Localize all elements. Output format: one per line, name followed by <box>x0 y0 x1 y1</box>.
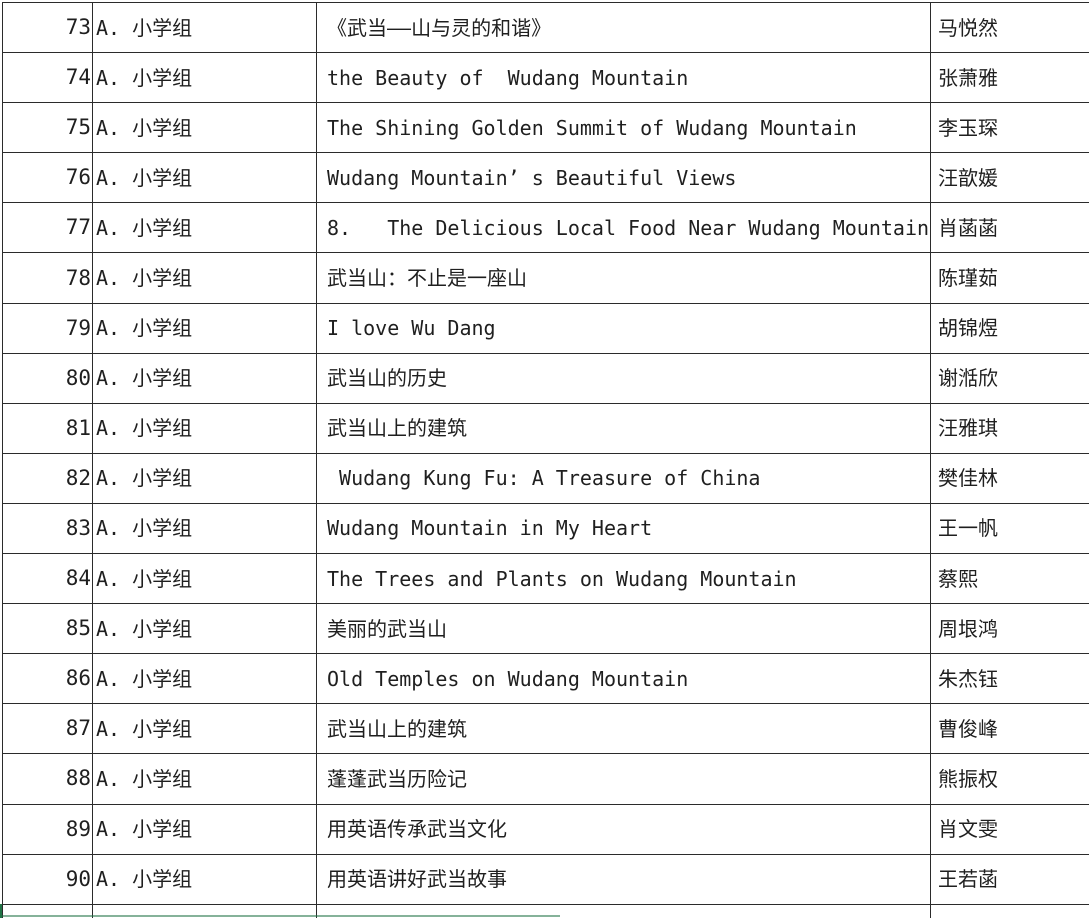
title-cell[interactable]: 武当山的历史 <box>316 353 930 404</box>
group-cell[interactable]: A. 小学组 <box>92 754 316 805</box>
title-cell[interactable]: 8. The Delicious Local Food Near Wudang … <box>316 203 930 254</box>
table-row: 81 A. 小学组 武当山上的建筑 汪雅琪 <box>2 403 1089 454</box>
group-cell[interactable]: A. 小学组 <box>92 353 316 404</box>
entry-number-cell[interactable]: 79 <box>2 303 92 354</box>
entry-number-cell[interactable]: 81 <box>2 403 92 454</box>
group-cell[interactable]: A. 小学组 <box>92 303 316 354</box>
entry-number-cell[interactable]: 80 <box>2 353 92 404</box>
table-row: 79 A. 小学组 I love Wu Dang 胡锦煜 <box>2 303 1089 354</box>
title-cell[interactable]: The Shining Golden Summit of Wudang Moun… <box>316 103 930 154</box>
author-cell[interactable]: 肖文雯 <box>930 804 1089 855</box>
entry-number-cell[interactable]: 78 <box>2 253 92 304</box>
entry-number-cell[interactable]: 77 <box>2 203 92 254</box>
entry-number-cell[interactable]: 88 <box>2 754 92 805</box>
title-cell[interactable]: 武当山上的建筑 <box>316 704 930 755</box>
author-cell[interactable]: 蔡熙 <box>930 554 1089 605</box>
group-cell[interactable]: A. 小学组 <box>92 503 316 555</box>
group-cell[interactable]: A. 小学组 <box>92 554 316 605</box>
author-cell[interactable]: 陈瑾茹 <box>930 253 1089 304</box>
table-row: 87 A. 小学组 武当山上的建筑 曹俊峰 <box>2 704 1089 755</box>
table-row: 88 A. 小学组 蓬蓬武当历险记 熊振权 <box>2 754 1089 805</box>
table-row: 75 A. 小学组 The Shining Golden Summit of Wud… <box>2 103 1089 154</box>
group-cell[interactable]: A. 小学组 <box>92 604 316 655</box>
table-row: 89 A. 小学组 用英语传承武当文化 肖文雯 <box>2 804 1089 855</box>
entry-number-cell[interactable]: 85 <box>2 604 92 655</box>
group-cell[interactable]: A. 小学组 <box>92 103 316 154</box>
author-cell[interactable]: 汪雅琪 <box>930 403 1089 454</box>
entry-number-cell[interactable]: 75 <box>2 103 92 154</box>
entry-number-cell[interactable]: 87 <box>2 704 92 755</box>
title-cell[interactable]: Old Temples on Wudang Mountain <box>316 654 930 705</box>
table-row: 74 A. 小学组 the Beauty of Wudang Mountain 张萧雅 <box>2 53 1089 104</box>
author-cell[interactable]: 李玉琛 <box>930 103 1089 154</box>
group-cell[interactable] <box>92 904 316 918</box>
entry-number-cell[interactable]: 83 <box>2 503 92 555</box>
title-cell[interactable]: I love Wu Dang <box>316 303 930 354</box>
table-row: 78 A. 小学组 武当山：不止是一座山 陈瑾茹 <box>2 253 1089 304</box>
title-cell[interactable]: The Trees and Plants on Wudang Mountain <box>316 554 930 605</box>
table-row: 86 A. 小学组 Old Temples on Wudang Mountain 朱杰… <box>2 654 1089 705</box>
title-cell[interactable]: Wudang Mountain in My Heart <box>316 503 930 555</box>
author-cell[interactable]: 王若菡 <box>930 854 1089 905</box>
title-cell[interactable]: 《武当——山与灵的和谐》 <box>316 3 930 54</box>
author-cell[interactable]: 周垠鸿 <box>930 604 1089 655</box>
group-cell[interactable]: A. 小学组 <box>92 253 316 304</box>
title-cell[interactable]: 用英语传承武当文化 <box>316 804 930 855</box>
author-cell[interactable]: 肖菡菡 <box>930 203 1089 254</box>
table-row: 85 A. 小学组 美丽的武当山 周垠鸿 <box>2 604 1089 655</box>
author-cell[interactable]: 王一帆 <box>930 503 1089 555</box>
author-cell[interactable]: 朱杰钰 <box>930 654 1089 705</box>
entry-number-cell[interactable]: 73 <box>2 3 92 54</box>
title-cell[interactable] <box>316 904 930 918</box>
group-cell[interactable]: A. 小学组 <box>92 3 316 54</box>
entry-number-cell[interactable]: 84 <box>2 554 92 605</box>
title-cell[interactable]: 用英语讲好武当故事 <box>316 854 930 905</box>
table-row: 90 A. 小学组 用英语讲好武当故事 王若菡 <box>2 854 1089 905</box>
table-row: 82 A. 小学组 Wudang Kung Fu: A Treasure of C… <box>2 453 1089 504</box>
author-cell[interactable]: 樊佳林 <box>930 453 1089 504</box>
group-cell[interactable]: A. 小学组 <box>92 804 316 855</box>
entry-number-cell[interactable]: 74 <box>2 53 92 104</box>
table-row: 83 A. 小学组 Wudang Mountain in My Heart 王一帆 <box>2 503 1089 555</box>
author-cell[interactable]: 马悦然 <box>930 3 1089 54</box>
author-cell[interactable] <box>930 904 1089 918</box>
author-cell[interactable]: 胡锦煜 <box>930 303 1089 354</box>
group-cell[interactable]: A. 小学组 <box>92 203 316 254</box>
author-cell[interactable]: 曹俊峰 <box>930 704 1089 755</box>
table-row: 84 A. 小学组 The Trees and Plants on Wudang M… <box>2 554 1089 605</box>
entry-number-cell[interactable]: 89 <box>2 804 92 855</box>
title-cell[interactable]: 武当山：不止是一座山 <box>316 253 930 304</box>
group-cell[interactable]: A. 小学组 <box>92 403 316 454</box>
group-cell[interactable]: A. 小学组 <box>92 453 316 504</box>
table-row: 73 A. 小学组 《武当——山与灵的和谐》 马悦然 <box>2 3 1089 54</box>
partial-table-row <box>2 904 1089 918</box>
author-cell[interactable]: 熊振权 <box>930 754 1089 805</box>
title-cell[interactable]: 美丽的武当山 <box>316 604 930 655</box>
title-cell[interactable]: Wudang Kung Fu: A Treasure of China <box>316 453 930 504</box>
entry-number-cell[interactable]: 76 <box>2 153 92 204</box>
entry-number-cell[interactable]: 90 <box>2 854 92 905</box>
author-cell[interactable]: 汪歆媛 <box>930 153 1089 204</box>
group-cell[interactable]: A. 小学组 <box>92 854 316 905</box>
group-cell[interactable]: A. 小学组 <box>92 654 316 705</box>
table-row: 76 A. 小学组 Wudang Mountain’ s Beautiful Vie… <box>2 153 1089 204</box>
author-cell[interactable]: 谢湉欣 <box>930 353 1089 404</box>
entry-number-cell[interactable]: 82 <box>2 453 92 504</box>
page-break-green-line-bottom <box>0 915 560 917</box>
author-cell[interactable]: 张萧雅 <box>930 53 1089 104</box>
title-cell[interactable]: 武当山上的建筑 <box>316 403 930 454</box>
group-cell[interactable]: A. 小学组 <box>92 704 316 755</box>
title-cell[interactable]: Wudang Mountain’ s Beautiful Views <box>316 153 930 204</box>
entry-number-cell[interactable]: 86 <box>2 654 92 705</box>
group-cell[interactable]: A. 小学组 <box>92 153 316 204</box>
title-cell[interactable]: the Beauty of Wudang Mountain <box>316 53 930 104</box>
table-row: 77 A. 小学组 8. The Delicious Local Food Near… <box>2 203 1089 254</box>
title-cell[interactable]: 蓬蓬武当历险记 <box>316 754 930 805</box>
group-cell[interactable]: A. 小学组 <box>92 53 316 104</box>
page-break-green-line-left <box>0 904 2 918</box>
table-row: 80 A. 小学组 武当山的历史 谢湉欣 <box>2 353 1089 404</box>
entry-number-cell[interactable] <box>2 904 92 918</box>
